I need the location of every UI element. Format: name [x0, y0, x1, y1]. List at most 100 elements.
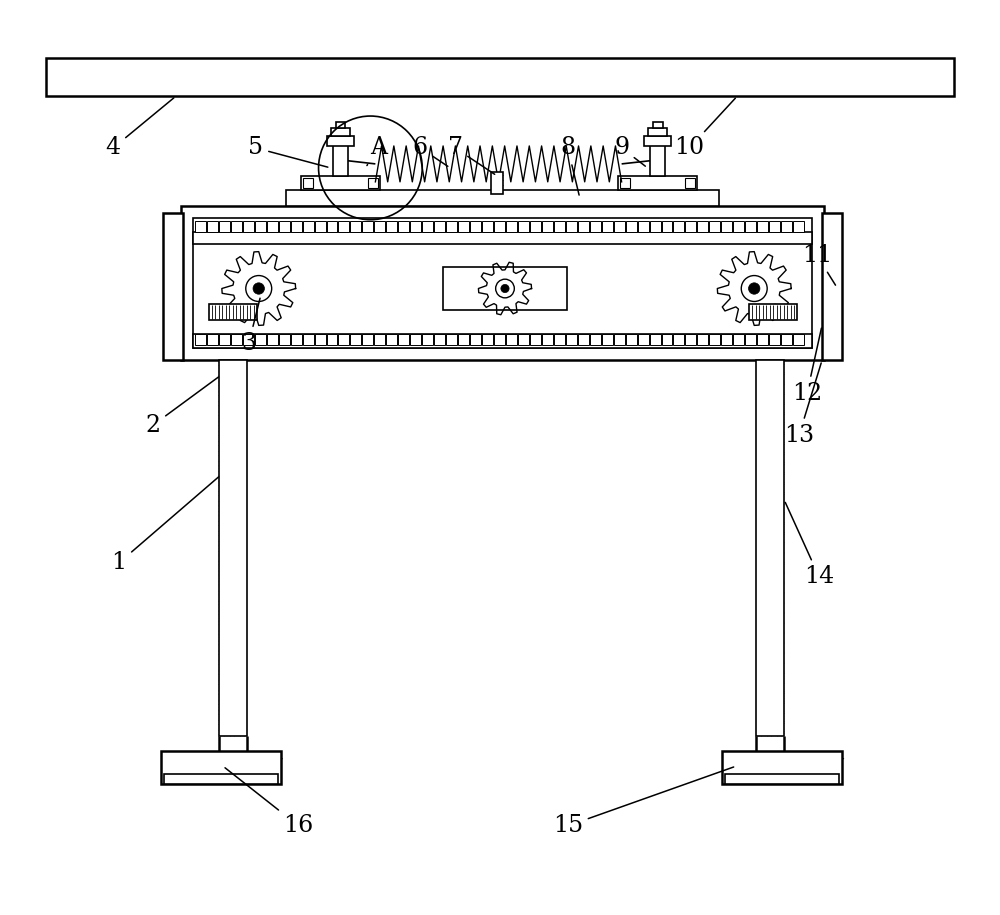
Bar [315, 334, 326, 345]
Bar [303, 334, 314, 345]
Bar [193, 231, 812, 243]
Bar [446, 221, 457, 231]
Text: 7: 7 [448, 136, 495, 175]
Bar [530, 221, 541, 231]
Bar [822, 213, 842, 361]
Bar [769, 221, 780, 231]
Bar [614, 221, 625, 231]
Bar [434, 334, 445, 345]
Circle shape [253, 283, 264, 295]
Bar [745, 221, 756, 231]
Bar [386, 221, 397, 231]
Bar [331, 128, 350, 136]
Bar [554, 334, 565, 345]
Bar [638, 334, 649, 345]
Bar [243, 221, 254, 231]
Bar [161, 751, 281, 784]
Bar [650, 144, 665, 176]
Bar [482, 334, 493, 345]
Bar [697, 221, 708, 231]
Bar [793, 334, 804, 345]
Bar [458, 334, 469, 345]
Bar [350, 221, 361, 231]
Bar [793, 221, 804, 231]
Bar [614, 334, 625, 345]
Bar [542, 334, 553, 345]
Bar [590, 221, 601, 231]
Bar [757, 221, 768, 231]
Text: 14: 14 [785, 502, 834, 588]
Bar [757, 334, 768, 345]
Text: 10: 10 [674, 98, 735, 159]
Bar [195, 221, 206, 231]
Bar [410, 221, 421, 231]
Text: 8: 8 [560, 136, 579, 195]
Bar [626, 334, 637, 345]
Bar [685, 178, 695, 188]
Bar [374, 334, 385, 345]
Bar [422, 334, 433, 345]
Bar [286, 189, 719, 206]
Bar [181, 206, 824, 361]
Bar [398, 221, 409, 231]
Bar [781, 334, 792, 345]
Bar [193, 334, 812, 349]
Bar [338, 221, 349, 231]
Bar [709, 221, 720, 231]
Text: 2: 2 [145, 377, 219, 436]
Bar [721, 334, 732, 345]
Bar [279, 334, 290, 345]
Text: 12: 12 [792, 328, 822, 404]
Bar [653, 122, 663, 128]
Bar [648, 128, 667, 136]
Bar [327, 334, 337, 345]
Bar [362, 334, 373, 345]
Bar [662, 334, 672, 345]
Bar [482, 221, 493, 231]
Bar [745, 334, 756, 345]
Bar [193, 218, 812, 349]
Bar [386, 334, 397, 345]
Text: 6: 6 [413, 136, 448, 167]
Bar [255, 334, 266, 345]
Bar [303, 221, 314, 231]
Text: 5: 5 [248, 136, 328, 167]
Bar [327, 221, 337, 231]
Bar [315, 221, 326, 231]
Bar [279, 221, 290, 231]
Text: 1: 1 [112, 477, 219, 575]
Bar [602, 221, 613, 231]
Bar [219, 221, 230, 231]
Text: A: A [367, 136, 387, 166]
Bar [301, 176, 380, 189]
Bar [243, 334, 254, 345]
Bar [644, 136, 671, 146]
Bar [530, 334, 541, 345]
Text: 9: 9 [614, 136, 645, 167]
Bar [336, 122, 345, 128]
Bar [350, 334, 361, 345]
Bar [207, 334, 218, 345]
Text: 11: 11 [802, 244, 836, 285]
Bar [578, 334, 589, 345]
Bar [46, 59, 954, 96]
Bar [398, 334, 409, 345]
Bar [578, 221, 589, 231]
Bar [756, 361, 784, 737]
Bar [291, 334, 302, 345]
Bar [685, 221, 696, 231]
Bar [602, 334, 613, 345]
Bar [219, 334, 230, 345]
Bar [756, 361, 784, 737]
Bar [434, 221, 445, 231]
Bar [566, 334, 577, 345]
Bar [362, 221, 373, 231]
Bar [446, 334, 457, 345]
Text: 3: 3 [241, 298, 260, 355]
Bar [697, 334, 708, 345]
Text: 16: 16 [225, 768, 314, 837]
Circle shape [501, 285, 509, 293]
Bar [662, 221, 672, 231]
Bar [518, 221, 529, 231]
Bar [733, 221, 744, 231]
